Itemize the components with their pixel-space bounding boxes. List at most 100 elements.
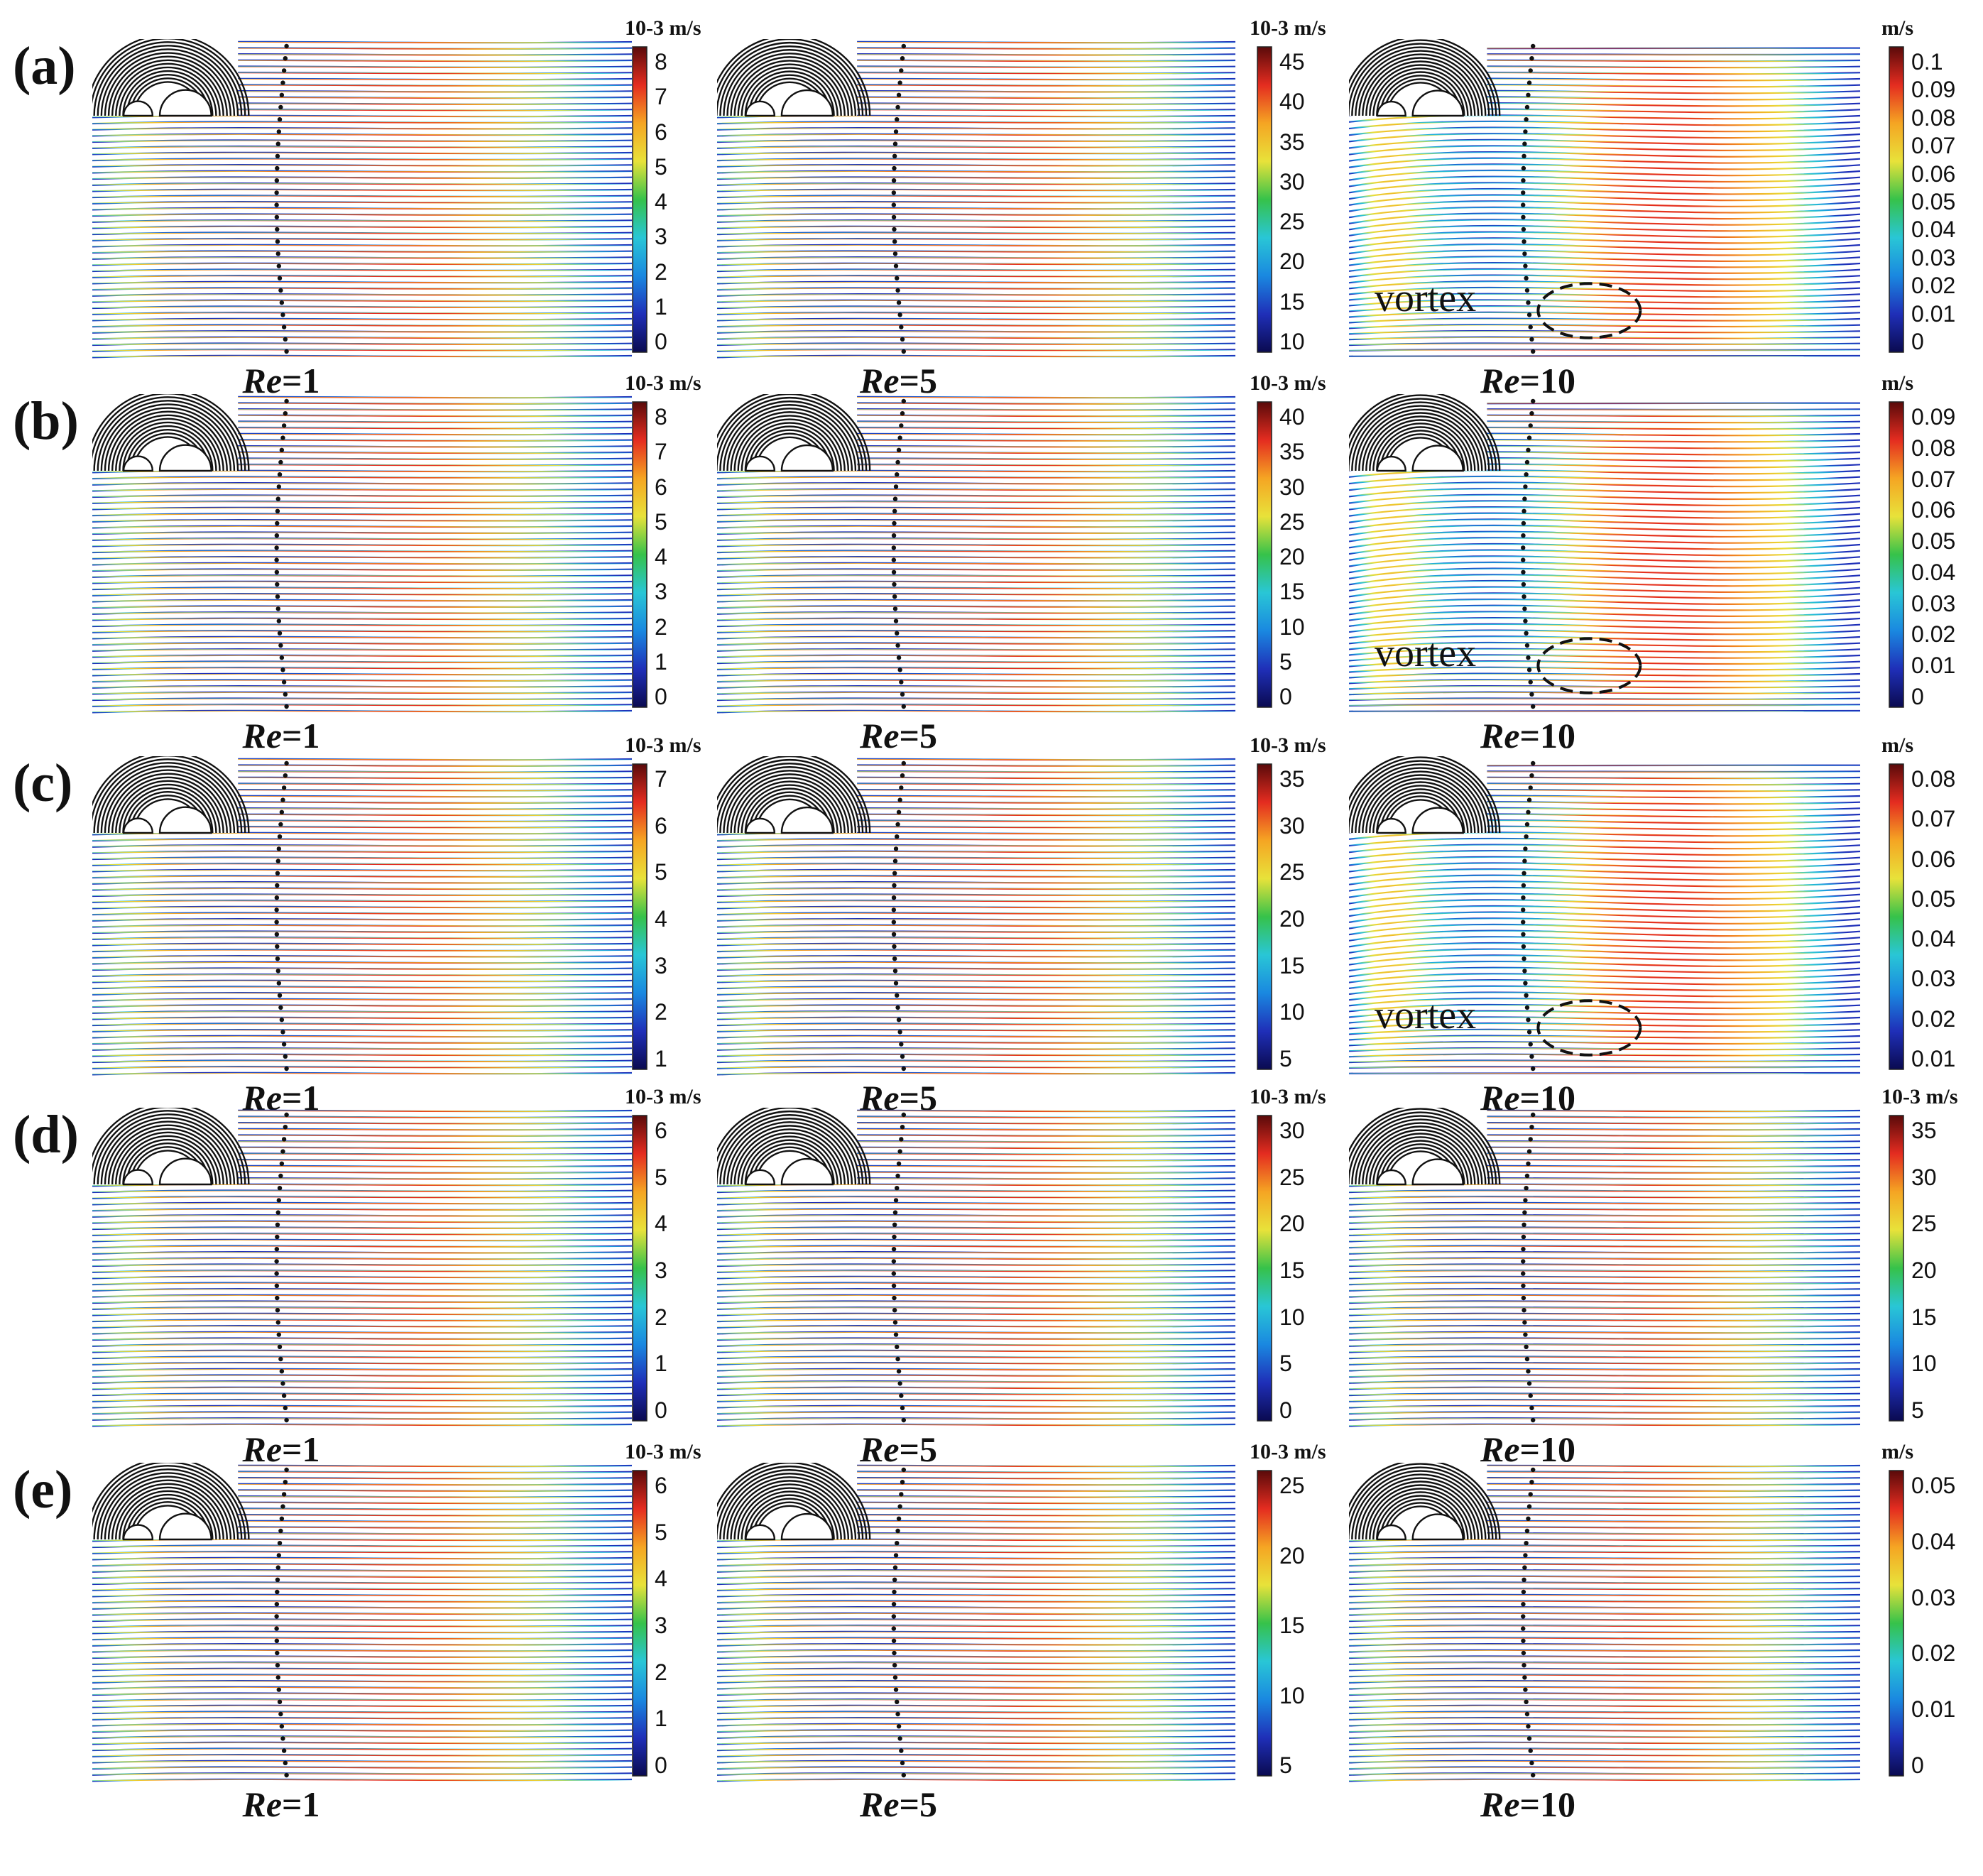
- streamline-panel: [717, 394, 1235, 714]
- streamline-panel: [92, 39, 632, 359]
- re-label: Re=10: [1480, 1784, 1576, 1824]
- re-symbol: Re: [1480, 1784, 1520, 1824]
- colorbar-unit: 10-3 m/s: [1250, 1085, 1326, 1108]
- re-label: Re=5: [859, 1429, 938, 1469]
- colorbar-tick: 7: [655, 84, 667, 110]
- colorbar-tick: 0.06: [1911, 846, 1956, 872]
- colorbar-unit: 10-3 m/s: [1250, 371, 1326, 395]
- colorbar-tick: 0.05: [1911, 1473, 1956, 1498]
- colorbar-tick: 7: [655, 439, 667, 465]
- colorbar-tick: 2: [655, 1659, 667, 1685]
- colorbar-unit: 10-3 m/s: [625, 734, 701, 757]
- row-label: (d): [13, 1105, 79, 1165]
- colorbar-tick: 45: [1279, 49, 1305, 75]
- re-value: 1: [302, 361, 320, 400]
- re-value: 1: [302, 1784, 320, 1824]
- colorbar-tick: 0: [655, 1752, 667, 1778]
- colorbar-tick: 35: [1279, 766, 1305, 792]
- colorbar-tick: 25: [1279, 1164, 1305, 1190]
- streamline-panel: [1349, 39, 1860, 357]
- colorbar-tick: 20: [1279, 249, 1305, 275]
- colorbar-unit: m/s: [1881, 371, 1913, 395]
- colorbar-tick: 0.05: [1911, 189, 1956, 214]
- colorbar-tick: 0.08: [1911, 435, 1956, 461]
- colorbar-tick: 5: [655, 508, 667, 535]
- colorbar-tick: 0: [655, 684, 667, 709]
- colorbar-tick: 40: [1279, 404, 1305, 430]
- colorbar: [1257, 763, 1272, 1070]
- colorbar-tick: 35: [1279, 129, 1305, 155]
- colorbar-tick: 0.05: [1911, 885, 1956, 912]
- re-symbol: Re: [242, 716, 283, 756]
- colorbar-tick: 1: [655, 1351, 667, 1377]
- colorbar-tick: 25: [1279, 859, 1305, 885]
- colorbar-tick: 5: [1279, 1351, 1292, 1377]
- colorbar-tick: 20: [1279, 1542, 1305, 1569]
- re-value: 10: [1540, 716, 1576, 756]
- colorbar-tick: 0.08: [1911, 104, 1956, 131]
- colorbar: [1257, 1470, 1272, 1777]
- colorbar-tick: 2: [655, 1304, 667, 1330]
- streamline-panel: [717, 39, 1235, 359]
- re-value: 5: [919, 361, 938, 400]
- colorbar: [632, 1115, 648, 1422]
- colorbar-tick: 7: [655, 766, 667, 792]
- colorbar-tick: 1: [655, 1706, 667, 1732]
- colorbar-tick: 0.01: [1911, 300, 1956, 327]
- colorbar-tick: 4: [655, 1211, 667, 1237]
- streamline-panel: [717, 756, 1235, 1076]
- colorbar-tick: 0.03: [1911, 1584, 1956, 1610]
- re-label: Re=10: [1480, 361, 1576, 400]
- colorbar: [1889, 1115, 1904, 1422]
- colorbar-tick: 5: [1911, 1397, 1924, 1423]
- colorbar-tick: 3: [655, 952, 667, 978]
- colorbar-tick: 15: [1279, 1613, 1305, 1638]
- colorbar-unit: 10-3 m/s: [1250, 16, 1326, 40]
- colorbar-tick: 6: [655, 1473, 667, 1498]
- colorbar-unit: m/s: [1881, 16, 1913, 40]
- colorbar-tick: 4: [655, 1566, 667, 1592]
- row-label: (b): [13, 391, 79, 451]
- re-value: 5: [919, 716, 938, 756]
- vortex-marker: [1536, 999, 1642, 1057]
- re-label: Re=1: [242, 716, 320, 756]
- colorbar-tick: 20: [1279, 544, 1305, 569]
- re-label: Re=10: [1480, 716, 1576, 756]
- row-label: (a): [13, 36, 76, 96]
- re-symbol: Re: [859, 1429, 900, 1469]
- re-label: Re=5: [859, 1784, 938, 1824]
- streamline-panel: [1349, 394, 1860, 712]
- colorbar-tick: 2: [655, 613, 667, 640]
- vortex-label: vortex: [1375, 993, 1477, 1037]
- colorbar: [632, 1470, 648, 1777]
- colorbar-tick: 25: [1279, 1473, 1305, 1498]
- vortex-marker: [1536, 282, 1642, 339]
- colorbar-tick: 0.03: [1911, 966, 1956, 992]
- colorbar-tick: 5: [655, 1519, 667, 1545]
- re-value: 5: [919, 1429, 938, 1469]
- colorbar: [1889, 1470, 1904, 1777]
- colorbar-unit: m/s: [1881, 1440, 1913, 1463]
- colorbar-tick: 0.02: [1911, 621, 1956, 648]
- colorbar-tick: 0: [1279, 684, 1292, 709]
- streamline-panel: [717, 1463, 1235, 1782]
- colorbar-tick: 0.1: [1911, 49, 1943, 75]
- streamline-panel: [92, 394, 632, 714]
- colorbar-tick: 8: [655, 404, 667, 430]
- colorbar: [1889, 46, 1904, 353]
- re-symbol: Re: [242, 361, 283, 400]
- vortex-label: vortex: [1375, 276, 1477, 320]
- colorbar: [1257, 46, 1272, 353]
- colorbar-tick: 4: [655, 189, 667, 214]
- re-value: 10: [1540, 1784, 1576, 1824]
- re-symbol: Re: [1480, 716, 1520, 756]
- colorbar-tick: 6: [655, 1118, 667, 1143]
- row-label: (c): [13, 753, 73, 813]
- colorbar: [1257, 1115, 1272, 1422]
- colorbar-tick: 0.09: [1911, 77, 1956, 103]
- colorbar-tick: 1: [655, 648, 667, 675]
- re-label: Re=1: [242, 1429, 320, 1469]
- colorbar: [632, 763, 648, 1070]
- streamline-panel: [92, 1108, 632, 1427]
- colorbar-tick: 30: [1279, 812, 1305, 839]
